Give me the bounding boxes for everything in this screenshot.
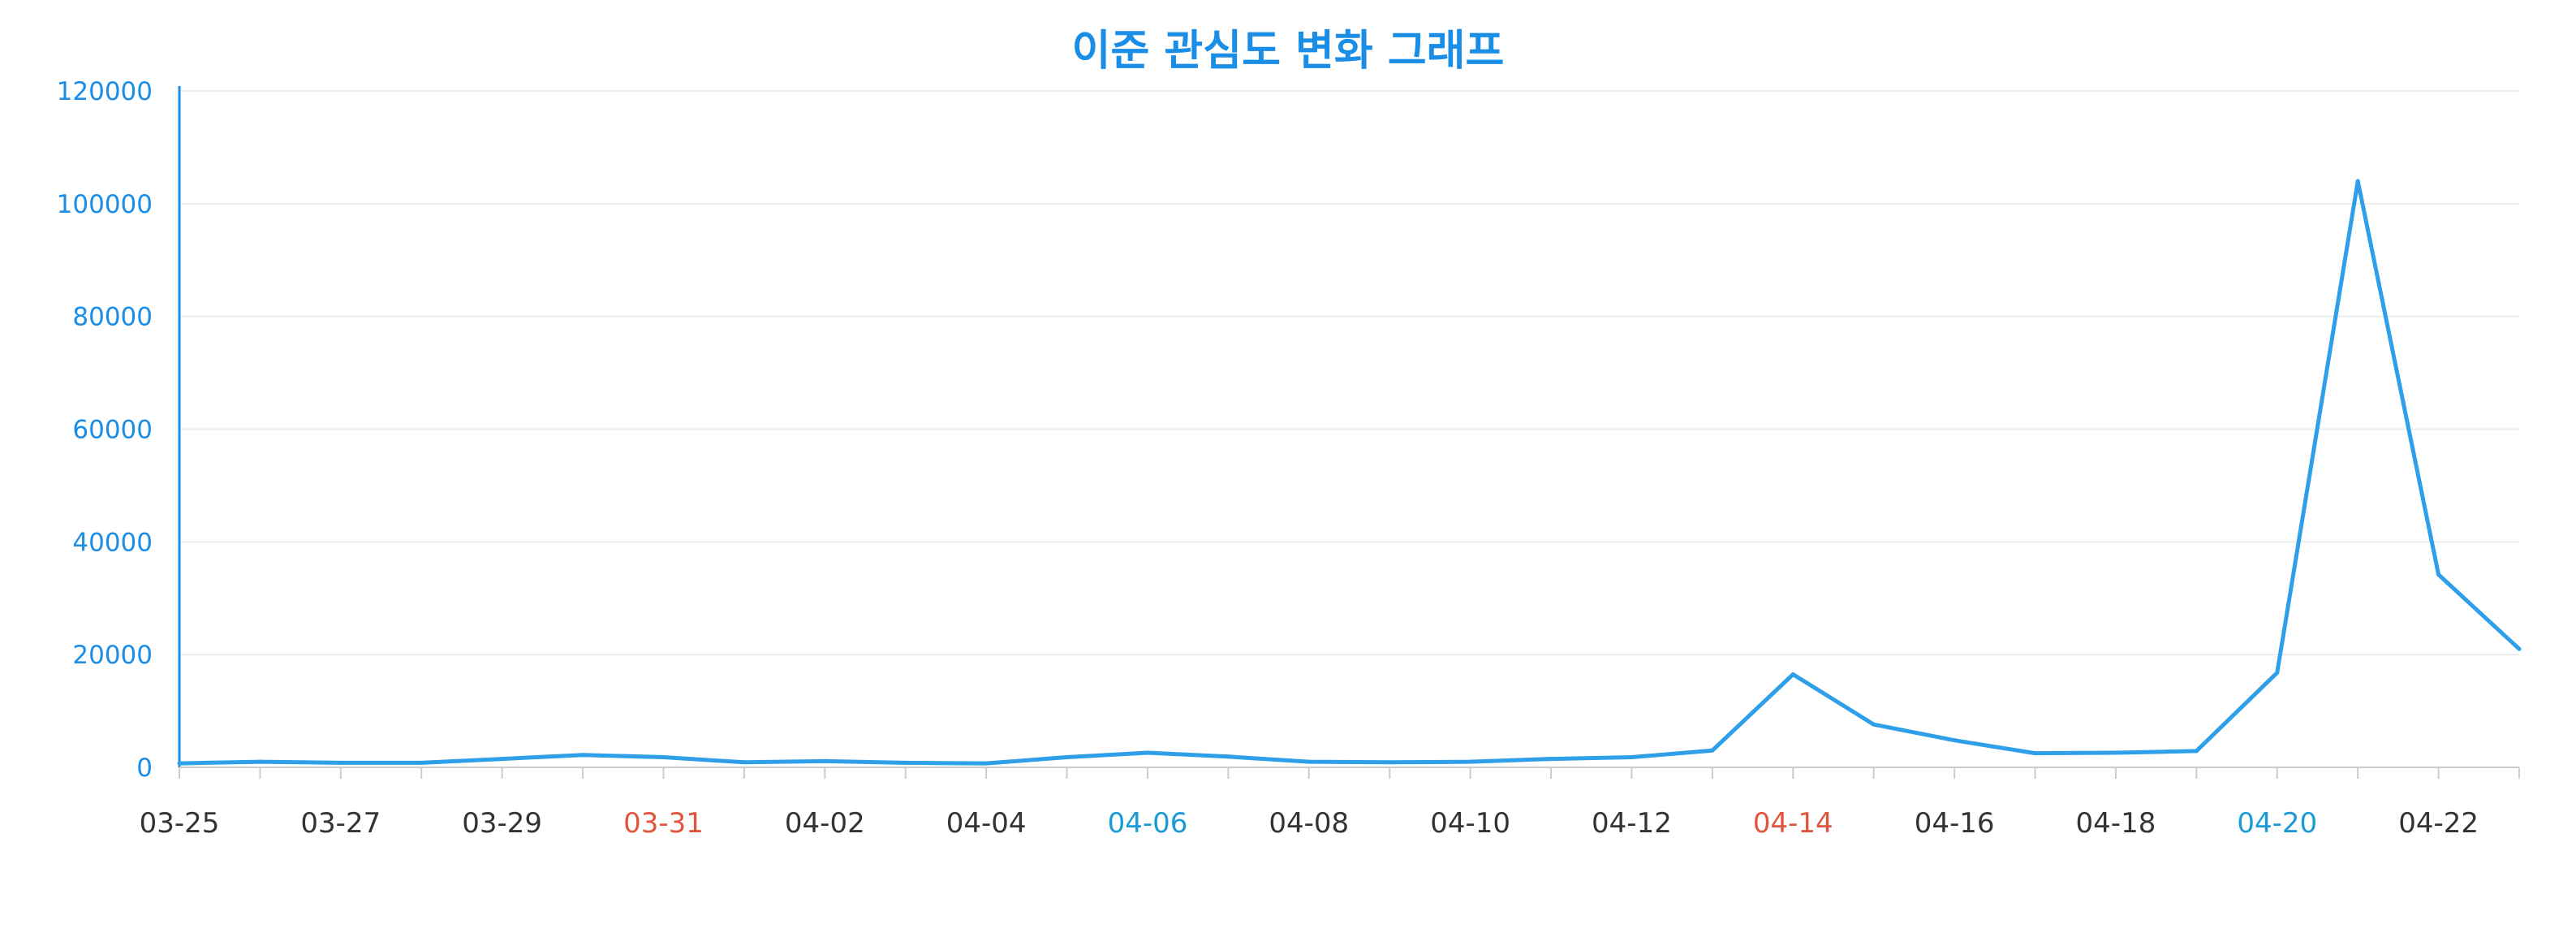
data-point <box>2194 749 2199 754</box>
y-tick-label: 20000 <box>72 641 153 670</box>
data-point <box>257 759 262 764</box>
data-point <box>1549 757 1553 762</box>
data-point <box>903 760 908 765</box>
y-tick-label: 40000 <box>72 528 153 557</box>
data-point <box>338 760 343 765</box>
data-point <box>2436 572 2441 577</box>
x-tick-label: 03-27 <box>300 807 381 840</box>
y-tick-label: 0 <box>136 754 153 783</box>
x-tick-label: 03-29 <box>462 807 542 840</box>
x-tick-marks <box>179 767 2520 779</box>
axes <box>178 86 2519 768</box>
data-point <box>1952 738 1957 743</box>
y-tick-label: 100000 <box>57 190 153 219</box>
data-point <box>2355 179 2360 184</box>
x-tick-label: 04-04 <box>946 807 1027 840</box>
x-tick-label: 04-18 <box>2076 807 2156 840</box>
data-point <box>1145 750 1150 755</box>
data-point <box>1710 748 1715 753</box>
x-tick-label: 04-06 <box>1108 807 1188 840</box>
x-axis-labels: 03-25 03-27 03-29 03-31 04-02 04-04 04-06 04-08… <box>140 807 2479 840</box>
data-point <box>419 760 424 765</box>
data-point <box>1872 722 1876 727</box>
x-tick-label: 04-14 <box>1753 807 1833 840</box>
x-tick-label: 03-25 <box>140 807 220 840</box>
series-line <box>177 179 2522 766</box>
data-point <box>1387 760 1392 765</box>
data-point <box>742 760 747 765</box>
x-tick-label: 03-31 <box>623 807 704 840</box>
data-point <box>1629 755 1634 760</box>
x-tick-label: 04-22 <box>2398 807 2479 840</box>
series-layer <box>177 179 2522 766</box>
data-point <box>2517 646 2522 651</box>
data-point <box>822 758 827 763</box>
data-point <box>984 761 989 766</box>
data-point <box>580 753 585 758</box>
data-point <box>661 755 666 760</box>
x-tick-label: 04-08 <box>1269 807 1349 840</box>
data-point <box>177 761 182 766</box>
x-tick-label: 04-02 <box>785 807 865 840</box>
y-tick-label: 120000 <box>57 77 153 106</box>
y-tick-label: 60000 <box>72 416 153 445</box>
data-point <box>1065 755 1070 760</box>
data-point <box>1468 759 1473 764</box>
x-tick-label: 04-16 <box>1915 807 1995 840</box>
data-point <box>2275 670 2280 675</box>
data-point <box>1307 759 1312 764</box>
y-tick-label: 80000 <box>72 303 153 332</box>
data-point <box>500 757 505 762</box>
grid-lines <box>179 90 2519 656</box>
chart-title: 이준 관심도 변화 그래프 <box>1072 27 1505 76</box>
x-tick-label: 04-10 <box>1430 807 1510 840</box>
y-axis-labels: 0 20000 40000 60000 80000 100000 120000 <box>57 77 153 783</box>
data-point <box>2033 751 2038 756</box>
x-tick-label: 04-12 <box>1592 807 1672 840</box>
data-point <box>2113 750 2118 755</box>
data-point <box>1226 754 1230 759</box>
x-tick-label: 04-20 <box>2237 807 2317 840</box>
data-point <box>1790 672 1795 676</box>
